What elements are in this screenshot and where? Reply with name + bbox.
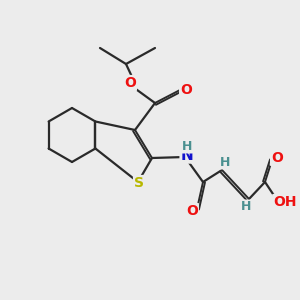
Text: O: O [271,151,283,165]
Text: O: O [186,204,198,218]
Text: N: N [181,148,194,163]
Text: O: O [124,76,136,90]
Text: H: H [220,155,230,169]
Text: H: H [182,140,192,152]
Text: S: S [134,176,144,190]
Text: OH: OH [273,195,297,209]
Text: H: H [241,200,251,214]
Text: O: O [180,83,192,97]
